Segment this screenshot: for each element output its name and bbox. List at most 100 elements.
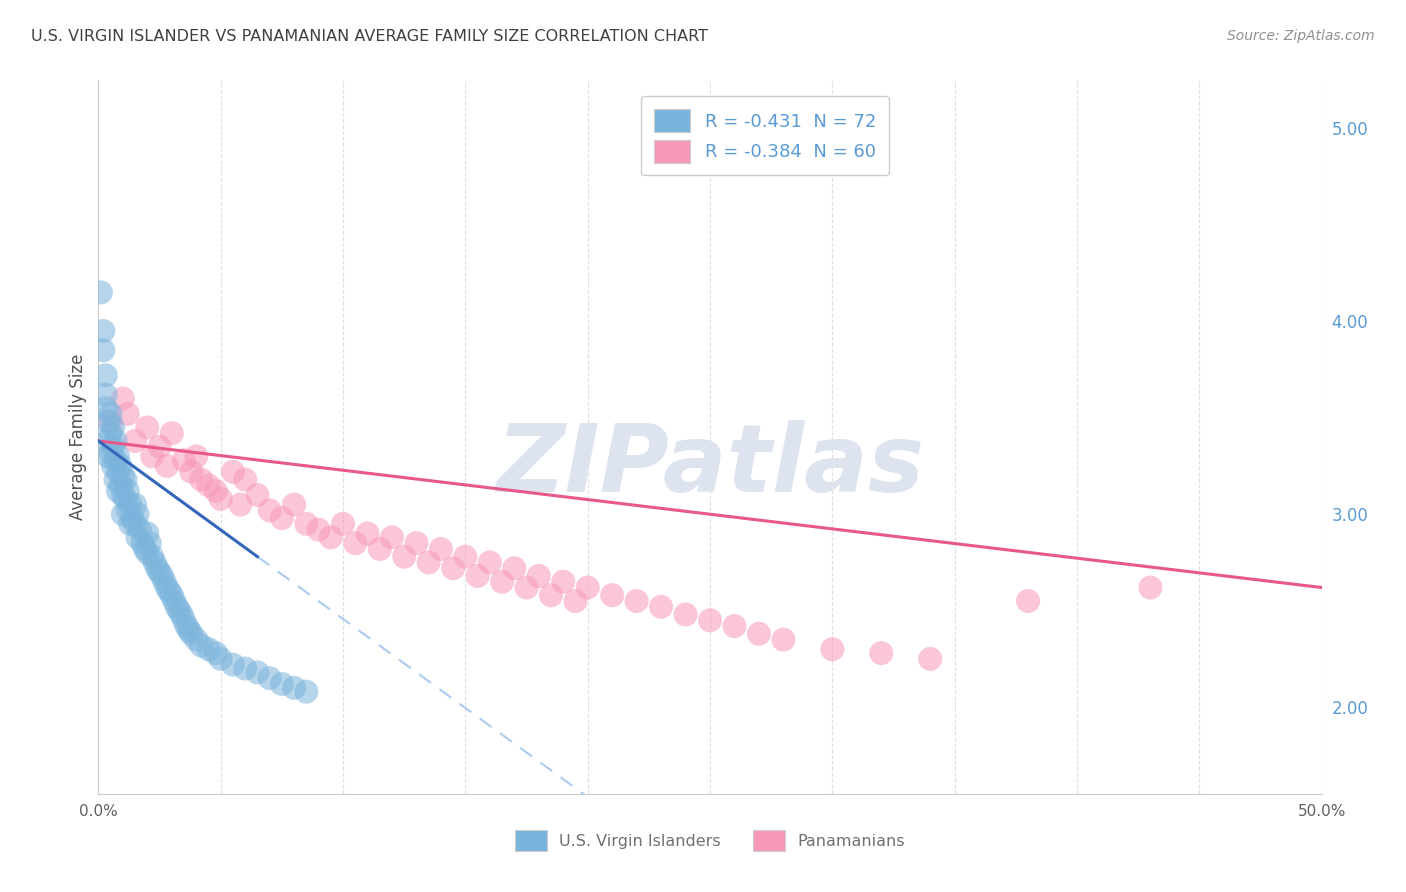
Point — [540, 588, 562, 602]
Point — [576, 581, 599, 595]
Text: Source: ZipAtlas.com: Source: ZipAtlas.com — [1227, 29, 1375, 43]
Point — [97, 415, 120, 429]
Point — [1017, 594, 1039, 608]
Point — [149, 565, 172, 579]
Point — [127, 530, 149, 544]
Point — [111, 507, 134, 521]
Point — [153, 574, 176, 589]
Point — [101, 420, 124, 434]
Point — [100, 426, 122, 441]
Point — [136, 420, 159, 434]
Point — [381, 530, 404, 544]
Point — [97, 450, 120, 464]
Point — [186, 632, 208, 647]
Point — [100, 415, 122, 429]
Point — [723, 619, 745, 633]
Point — [173, 453, 195, 467]
Point — [129, 523, 152, 537]
Point — [626, 594, 648, 608]
Point — [141, 549, 163, 564]
Point — [117, 503, 139, 517]
Point — [121, 511, 143, 525]
Point — [246, 488, 269, 502]
Point — [222, 657, 245, 672]
Point — [454, 549, 477, 564]
Point — [503, 561, 526, 575]
Point — [920, 652, 942, 666]
Point — [124, 498, 146, 512]
Point — [772, 632, 794, 647]
Point — [91, 343, 114, 358]
Point — [160, 426, 183, 441]
Point — [295, 516, 318, 531]
Point — [197, 478, 219, 492]
Point — [270, 511, 294, 525]
Point — [205, 484, 228, 499]
Point — [91, 324, 114, 338]
Point — [180, 627, 202, 641]
Point — [166, 599, 188, 614]
Point — [111, 392, 134, 406]
Point — [233, 661, 256, 675]
Point — [259, 503, 281, 517]
Point — [430, 541, 453, 556]
Point — [141, 450, 163, 464]
Point — [163, 594, 186, 608]
Point — [283, 498, 305, 512]
Point — [107, 465, 129, 479]
Point — [157, 584, 180, 599]
Y-axis label: Average Family Size: Average Family Size — [69, 354, 87, 520]
Point — [748, 627, 770, 641]
Point — [111, 468, 134, 483]
Point — [229, 498, 252, 512]
Point — [259, 671, 281, 685]
Point — [180, 465, 202, 479]
Point — [478, 556, 501, 570]
Point — [156, 581, 179, 595]
Point — [94, 387, 117, 401]
Point — [173, 613, 195, 627]
Point — [104, 473, 127, 487]
Point — [295, 684, 318, 698]
Point — [101, 458, 124, 473]
Point — [675, 607, 697, 622]
Point — [332, 516, 354, 531]
Point — [114, 491, 136, 506]
Point — [110, 478, 132, 492]
Point — [100, 407, 122, 421]
Point — [136, 526, 159, 541]
Point — [94, 401, 117, 416]
Text: ZIPatlas: ZIPatlas — [496, 419, 924, 512]
Point — [100, 445, 122, 459]
Point — [149, 440, 172, 454]
Point — [368, 541, 391, 556]
Point — [564, 594, 586, 608]
Point — [270, 677, 294, 691]
Point — [146, 561, 169, 575]
Point — [97, 434, 120, 448]
Point — [167, 604, 190, 618]
Point — [107, 484, 129, 499]
Point — [553, 574, 575, 589]
Point — [870, 646, 893, 660]
Point — [156, 458, 179, 473]
Text: U.S. VIRGIN ISLANDER VS PANAMANIAN AVERAGE FAMILY SIZE CORRELATION CHART: U.S. VIRGIN ISLANDER VS PANAMANIAN AVERA… — [31, 29, 709, 44]
Point — [107, 450, 129, 464]
Point — [600, 588, 623, 602]
Point — [117, 407, 139, 421]
Point — [209, 652, 232, 666]
Point — [186, 450, 208, 464]
Point — [392, 549, 416, 564]
Point — [143, 556, 166, 570]
Point — [197, 642, 219, 657]
Point — [104, 453, 127, 467]
Point — [515, 581, 537, 595]
Point — [205, 646, 228, 660]
Point — [160, 588, 183, 602]
Point — [246, 665, 269, 680]
Point — [94, 368, 117, 383]
Legend: U.S. Virgin Islanders, Panamanians: U.S. Virgin Islanders, Panamanians — [509, 824, 911, 857]
Point — [527, 569, 550, 583]
Point — [114, 473, 136, 487]
Point — [177, 623, 200, 637]
